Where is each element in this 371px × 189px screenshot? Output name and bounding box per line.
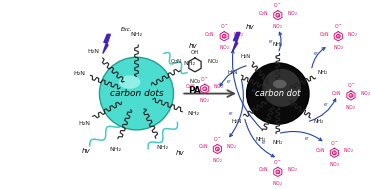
Text: NH₂: NH₂ [183,61,195,66]
Text: H₂N: H₂N [78,121,90,126]
Text: PA: PA [188,86,201,95]
Text: O$^-$: O$^-$ [200,75,209,83]
Text: H₂N: H₂N [227,70,238,75]
Text: O$^-$: O$^-$ [334,22,342,30]
Text: $\oplus$: $\oplus$ [348,91,354,99]
Circle shape [262,69,301,107]
Text: hv: hv [189,43,197,49]
Text: NH₂: NH₂ [256,137,266,142]
Text: NH₂: NH₂ [110,147,122,152]
Text: NH₂: NH₂ [313,119,324,124]
Text: H₂N: H₂N [88,49,99,54]
Text: e⁻: e⁻ [229,111,234,116]
Text: NO$_2$: NO$_2$ [286,165,298,174]
Text: NO$_2$: NO$_2$ [199,96,210,105]
Text: carbon dots: carbon dots [110,89,163,98]
Text: carbon dot: carbon dot [255,89,301,98]
Text: NH₂: NH₂ [131,32,142,37]
Text: NO$_2$: NO$_2$ [333,43,344,52]
FancyArrowPatch shape [230,79,243,137]
Ellipse shape [119,75,140,89]
Text: $\oplus$: $\oplus$ [335,32,341,40]
Text: NO$_2$: NO$_2$ [329,160,340,169]
Text: NO$_2$: NO$_2$ [213,82,224,91]
Text: H₂N: H₂N [232,119,242,124]
Text: O$_2$N: O$_2$N [331,89,342,98]
Text: NO$_2$: NO$_2$ [272,179,283,188]
Circle shape [247,63,309,124]
Text: O$^-$: O$^-$ [273,1,282,9]
Text: $\oplus$: $\oplus$ [214,145,220,153]
Text: NH₂: NH₂ [273,140,283,145]
Text: O$^-$: O$^-$ [273,158,282,166]
Polygon shape [103,34,110,53]
Text: O$^-$: O$^-$ [213,135,222,143]
Text: e⁻: e⁻ [305,136,310,141]
FancyArrowPatch shape [184,90,234,97]
Text: e⁻: e⁻ [262,140,267,145]
Text: NO$_2$: NO$_2$ [345,103,357,112]
Text: NO$_2$: NO$_2$ [189,77,201,86]
Text: H₂N: H₂N [240,53,251,59]
Ellipse shape [273,80,286,88]
Text: NO$_2$: NO$_2$ [212,156,223,165]
Text: NO$_2$: NO$_2$ [360,89,371,98]
Text: hv: hv [176,150,185,156]
Text: NO$_2$: NO$_2$ [219,43,230,52]
Text: $\oplus$: $\oplus$ [275,11,281,19]
FancyArrowPatch shape [220,66,246,86]
Text: e⁻: e⁻ [227,79,232,84]
Text: NH₂: NH₂ [318,70,328,75]
Text: e⁻: e⁻ [269,39,275,43]
Text: Exc.: Exc. [121,26,132,32]
Text: NO$_2$: NO$_2$ [286,9,298,18]
Text: NO$_2$: NO$_2$ [233,30,244,39]
Text: $\oplus$: $\oplus$ [331,149,337,157]
Text: O$^-$: O$^-$ [330,139,339,147]
Text: hv: hv [246,24,255,30]
Text: OH: OH [191,50,199,55]
Text: O$^-$: O$^-$ [347,81,355,89]
Text: O$_2$N: O$_2$N [185,82,196,91]
Text: NO$_2$: NO$_2$ [347,30,358,39]
Text: H₂N: H₂N [73,71,85,76]
Text: O$_2$N: O$_2$N [258,165,269,174]
Text: O$^-$: O$^-$ [220,22,229,30]
Text: O$_2$N: O$_2$N [170,57,183,66]
Text: O$_2$N: O$_2$N [258,9,269,18]
Text: NH₂: NH₂ [187,111,200,116]
FancyArrowPatch shape [245,119,274,157]
FancyArrowPatch shape [232,50,262,129]
FancyArrowPatch shape [280,132,322,141]
FancyArrowPatch shape [279,32,282,51]
Text: e⁻: e⁻ [314,51,319,56]
Text: O$_2$N: O$_2$N [204,30,216,39]
Text: $\oplus$: $\oplus$ [221,32,227,40]
Text: hv: hv [82,148,90,154]
Text: NO$_2$: NO$_2$ [343,146,354,155]
Text: O$_2$N: O$_2$N [315,146,326,155]
Polygon shape [233,33,240,52]
Text: $\oplus$: $\oplus$ [275,168,281,176]
Text: NO$_2$: NO$_2$ [226,143,237,151]
Text: NH₂: NH₂ [156,145,168,150]
FancyArrowPatch shape [312,48,325,68]
Text: $\oplus$: $\oplus$ [202,85,208,93]
Text: NO$_2$: NO$_2$ [207,57,220,66]
Text: O$_2$N: O$_2$N [198,143,209,151]
Text: e⁻: e⁻ [324,102,329,107]
Text: NO$_2$: NO$_2$ [272,22,283,31]
Text: NH₂: NH₂ [273,42,283,47]
Circle shape [99,57,174,130]
Text: O$_2$N: O$_2$N [319,30,329,39]
Text: e⁻: e⁻ [251,88,257,93]
FancyArrowPatch shape [309,99,336,121]
